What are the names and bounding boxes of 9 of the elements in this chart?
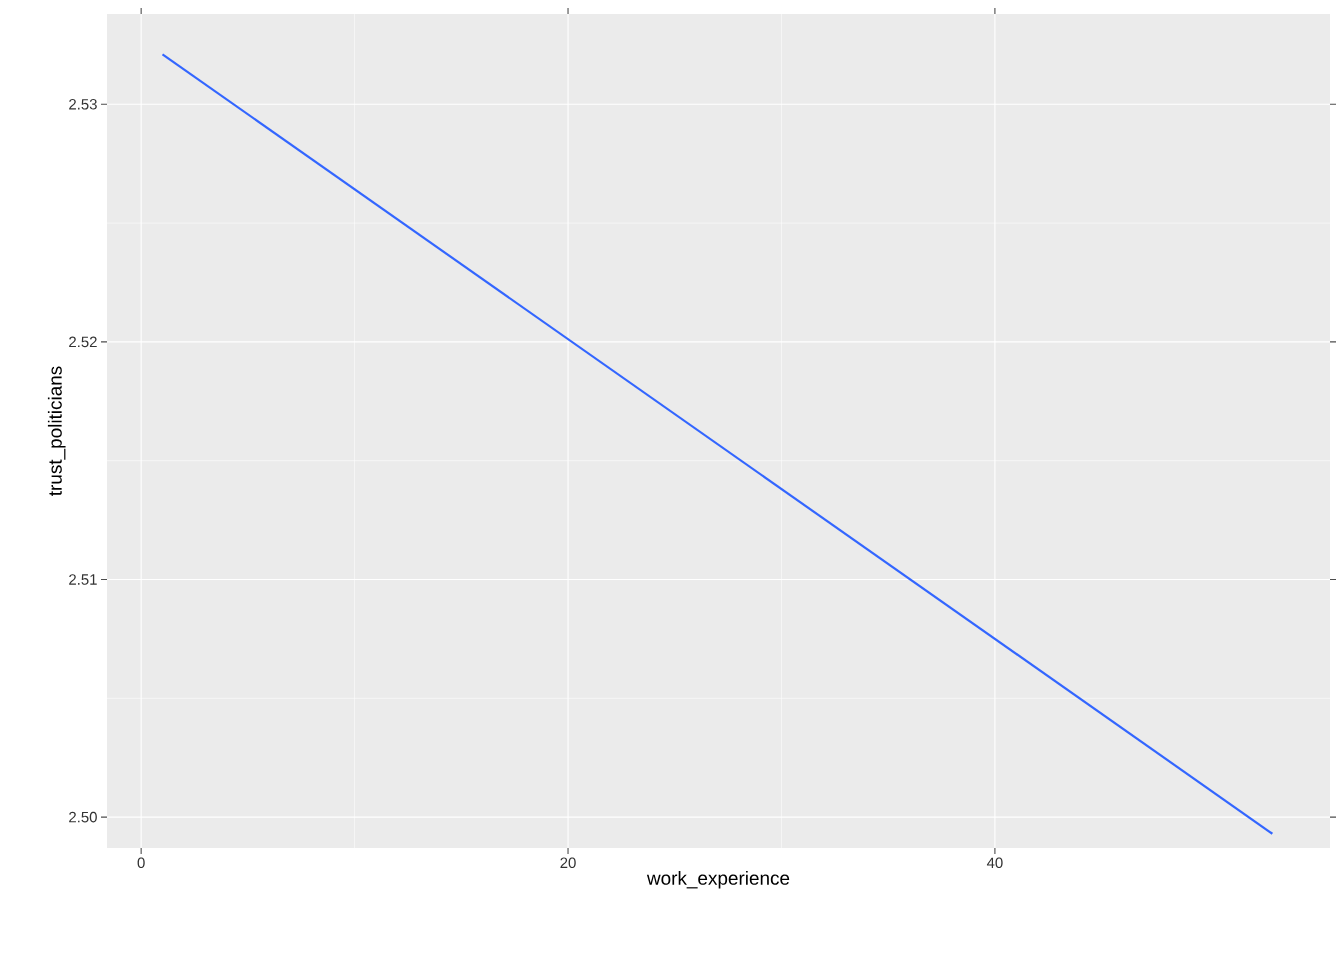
- x-tick-label: 0: [137, 857, 145, 869]
- y-tick-label: 2.53: [69, 98, 97, 110]
- y-tick-label: 2.51: [69, 574, 97, 585]
- y-tick-label: 2.50: [69, 811, 97, 823]
- y-axis-title: trust_politicians: [47, 366, 66, 496]
- x-tick-label: 20: [560, 857, 576, 869]
- y-tick-label: 2.52: [69, 336, 97, 348]
- x-axis-title: work_experience: [646, 870, 790, 889]
- x-tick-label: 40: [986, 857, 1003, 869]
